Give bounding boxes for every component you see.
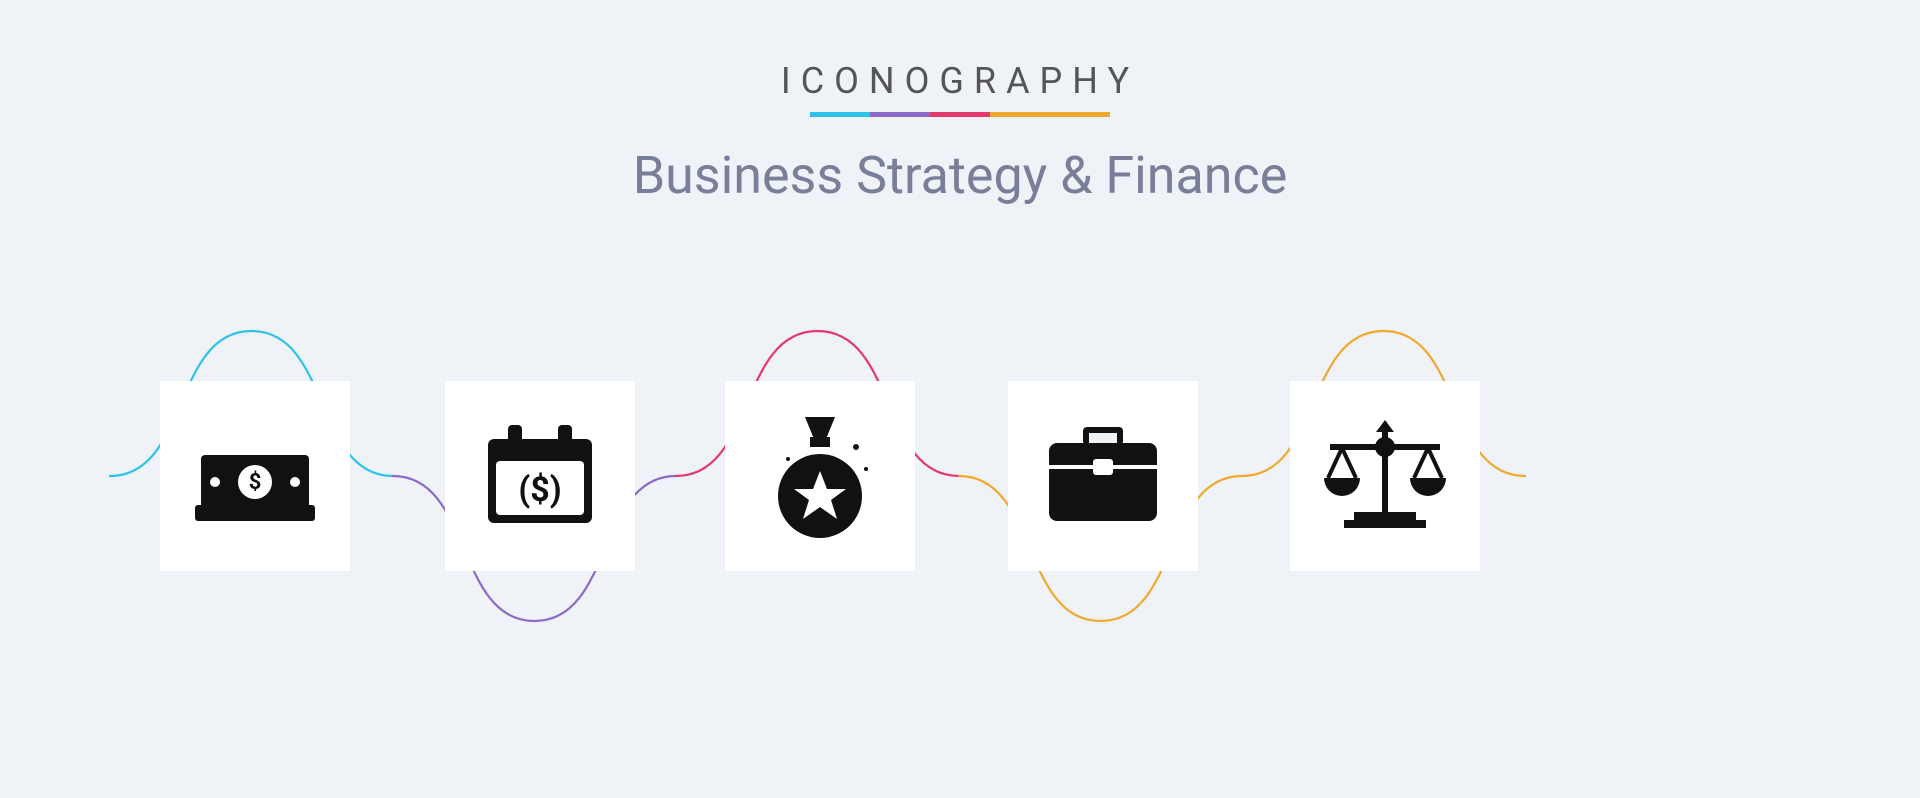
svg-text:$: $: [249, 470, 262, 495]
briefcase-icon: [1043, 421, 1163, 531]
tile-balance-scale: [1290, 381, 1480, 571]
star-bag-icon: [760, 411, 880, 541]
tile-cash: $: [160, 381, 350, 571]
tile-briefcase: [1008, 381, 1198, 571]
cash-icon: $: [195, 431, 315, 521]
svg-text:($): ($): [518, 470, 561, 510]
money-calendar-icon: ($): [480, 421, 600, 531]
balance-scale-icon: [1320, 416, 1450, 536]
header: ICONOGRAPHY Business Strategy & Finance: [0, 0, 1920, 206]
stage: $ ($): [0, 226, 1920, 746]
tile-money-calendar: ($): [445, 381, 635, 571]
tile-star-bag: [725, 381, 915, 571]
underline: [0, 112, 1920, 117]
brand-title: ICONOGRAPHY: [0, 60, 1920, 102]
subtitle: Business Strategy & Finance: [0, 145, 1920, 206]
